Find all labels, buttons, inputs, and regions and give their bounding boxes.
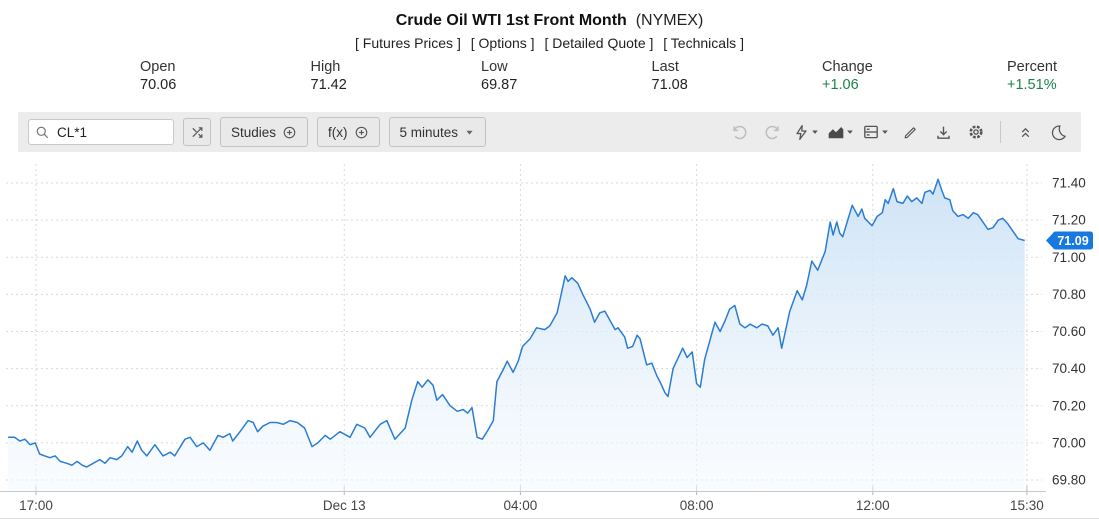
stat-open: Open 70.06 [140, 59, 176, 93]
stat-label: Last [651, 59, 679, 75]
symbol-name: Crude Oil WTI 1st Front Month [395, 12, 627, 29]
stat-value: +1.06 [822, 77, 859, 93]
y-axis-label: 71.00 [1052, 250, 1086, 265]
toolbar-separator [1000, 121, 1001, 143]
draw-pencil-icon[interactable] [897, 119, 923, 145]
undo-icon[interactable] [726, 119, 752, 145]
price-line [8, 178, 1025, 468]
x-axis-label: 08:00 [680, 498, 714, 513]
stat-label: High [310, 59, 341, 75]
chevron-down-icon [464, 127, 475, 138]
plus-circle-icon [282, 125, 297, 140]
symbol-input[interactable] [55, 123, 169, 141]
stat-change: Change +1.06 [822, 59, 873, 93]
stat-last: Last 71.08 [652, 59, 688, 93]
fx-label: f(x) [328, 124, 348, 140]
layout-dropdown[interactable] [862, 119, 890, 145]
stat-value: 69.87 [481, 77, 518, 93]
redo-icon[interactable] [759, 119, 785, 145]
stat-label: Open [140, 59, 176, 75]
quote-header: Crude Oil WTI 1st Front Month (NYMEX) [ … [0, 0, 1099, 93]
compare-shuffle-icon [190, 125, 205, 140]
last-price-badge-pointer [1046, 232, 1054, 250]
link-technicals[interactable]: [ Technicals ] [663, 35, 744, 51]
link-detailed-quote[interactable]: [ Detailed Quote ] [544, 35, 654, 51]
stat-value: 71.08 [651, 77, 688, 93]
chevron-down-icon [880, 127, 890, 137]
stat-label: Change [822, 59, 873, 75]
y-axis-label: 70.40 [1052, 361, 1086, 376]
settings-gear-icon[interactable] [963, 119, 989, 145]
x-axis-label: 15:30 [1010, 498, 1044, 513]
y-axis-label: 69.80 [1052, 473, 1086, 488]
search-icon [35, 125, 50, 140]
price-area-fill [8, 179, 1025, 492]
link-options[interactable]: [ Options ] [470, 35, 535, 51]
quote-nav-links: [ Futures Prices ] [ Options ] [ Detaile… [0, 35, 1099, 51]
stat-label: Percent [1007, 59, 1057, 75]
interval-dropdown[interactable]: 5 minutes [388, 117, 487, 147]
chart-toolbar: Studies f(x) 5 minutes [18, 112, 1081, 152]
y-axis-label: 70.00 [1052, 435, 1086, 450]
stat-value: 71.42 [310, 77, 347, 93]
chevron-down-icon [845, 127, 855, 137]
y-axis-label: 71.20 [1052, 213, 1086, 228]
lightning-icon [792, 119, 810, 145]
download-icon[interactable] [930, 119, 956, 145]
stat-value: +1.51% [1007, 77, 1057, 93]
compare-button[interactable] [183, 118, 211, 146]
stat-high: High 71.42 [311, 59, 347, 93]
stat-percent: Percent +1.51% [1007, 59, 1057, 93]
chart-type-dropdown[interactable] [827, 119, 855, 145]
y-axis-label: 70.80 [1052, 287, 1086, 302]
exchange-label: (NYMEX) [635, 12, 704, 29]
x-axis-label: Dec 13 [323, 498, 366, 513]
stat-label: Low [481, 59, 508, 75]
x-axis-label: 04:00 [504, 498, 538, 513]
quote-stats-row: Open 70.06 High 71.42 Low 69.87 Last 71.… [0, 51, 1099, 93]
stat-value: 70.06 [140, 77, 177, 93]
stat-low: Low 69.87 [481, 59, 517, 93]
fx-button[interactable]: f(x) [317, 117, 380, 147]
symbol-search[interactable] [28, 119, 174, 145]
plus-circle-icon [354, 125, 369, 140]
page-title: Crude Oil WTI 1st Front Month (NYMEX) [0, 12, 1099, 30]
chevron-down-icon [810, 127, 820, 137]
studies-button[interactable]: Studies [220, 117, 309, 147]
collapse-toolbar-icon[interactable] [1012, 119, 1038, 145]
last-price-value: 71.09 [1057, 234, 1088, 248]
x-axis-label: 12:00 [856, 498, 890, 513]
interval-label: 5 minutes [399, 124, 459, 140]
y-axis-label: 70.60 [1052, 324, 1086, 339]
link-futures-prices[interactable]: [ Futures Prices ] [355, 35, 461, 51]
dark-mode-moon-icon[interactable] [1045, 119, 1071, 145]
studies-label: Studies [231, 124, 277, 140]
last-price-badge [1053, 231, 1093, 250]
y-axis-label: 70.20 [1052, 398, 1086, 413]
events-dropdown[interactable] [792, 119, 820, 145]
y-axis-label: 71.40 [1052, 176, 1086, 191]
x-axis-label: 17:00 [19, 498, 53, 513]
layout-grid-icon [862, 119, 880, 145]
price-chart[interactable]: 17:00 Dec 13 04:00 08:00 12:00 15:30 71.40 71.2… [0, 152, 1099, 522]
area-chart-icon [827, 119, 845, 145]
price-chart-svg[interactable]: 17:00 Dec 13 04:00 08:00 12:00 15:30 71.40 71.2… [0, 152, 1099, 522]
